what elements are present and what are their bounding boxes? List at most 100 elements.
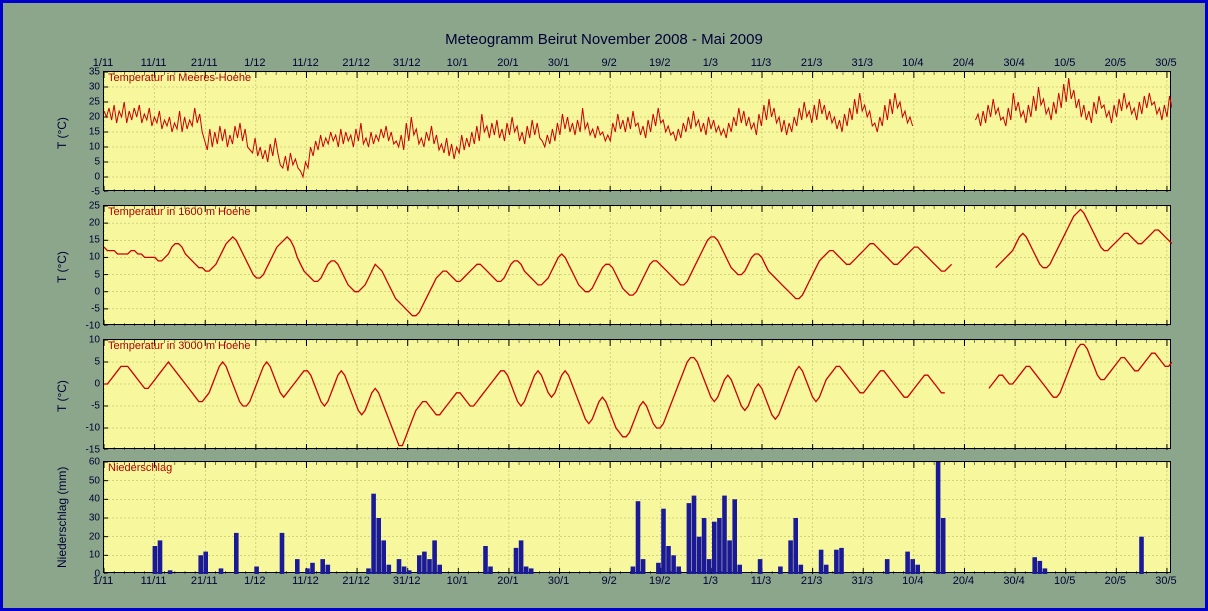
xaxis-tick-label: 21/11 <box>191 575 218 587</box>
xaxis-tick-label: 31/3 <box>852 57 873 69</box>
precip-bar <box>712 522 717 574</box>
xaxis-tick-label: 1/3 <box>703 575 718 587</box>
xaxis-tick-label: 10/4 <box>902 575 923 587</box>
precip-bar <box>758 559 763 574</box>
precip-bar <box>910 559 915 574</box>
precip-bar <box>656 563 661 574</box>
precip-bar <box>366 568 371 574</box>
xaxis-tick-label: 11/12 <box>292 575 319 587</box>
yaxis-tick-label: 5 <box>94 357 104 368</box>
xaxis-tick-label: 21/3 <box>801 57 822 69</box>
precip-bar <box>687 503 692 574</box>
yaxis-tick-label: 0 <box>94 172 104 183</box>
precip-bar <box>885 559 890 574</box>
precip-bar <box>402 567 407 575</box>
xaxis-tick-label: 11/11 <box>141 57 167 69</box>
panel-title: Temperatur in Meeres-Hoehe <box>108 72 251 84</box>
ylabel: Niederschlag (mm) <box>55 467 69 568</box>
precip-bar <box>437 565 442 574</box>
precip-bar <box>671 555 676 574</box>
xaxis-tick-label: 20/5 <box>1105 575 1126 587</box>
chart-panel: -15-10-50510Temperatur in 3000 m Hoehe <box>103 339 1171 449</box>
precip-bar <box>280 533 285 574</box>
xaxis-tick-label: 1/12 <box>244 57 265 69</box>
precip-bar <box>702 518 707 574</box>
xaxis-tick-label: 10/1 <box>447 57 468 69</box>
xaxis-tick-label: 31/3 <box>852 575 873 587</box>
precip-bar <box>722 496 727 574</box>
xaxis-tick-label: 30/1 <box>548 575 569 587</box>
ylabel: T (°C) <box>55 251 69 283</box>
yaxis-tick-label: -10 <box>86 423 104 434</box>
xaxis-tick-label: 30/1 <box>548 57 569 69</box>
yaxis-tick-label: 25 <box>89 201 104 212</box>
yaxis-tick-label: -10 <box>86 321 104 332</box>
precip-bar <box>697 537 702 574</box>
xaxis-tick-label: 21/12 <box>342 575 370 587</box>
xaxis-tick-label: 11/3 <box>751 575 772 587</box>
yaxis-tick-label: 10 <box>89 142 104 153</box>
precip-bar <box>417 555 422 574</box>
yaxis-tick-label: 30 <box>89 513 104 524</box>
precip-bar <box>254 567 259 575</box>
yaxis-tick-label: 50 <box>89 475 104 486</box>
precip-bar <box>661 509 666 574</box>
yaxis-tick-label: 0 <box>94 286 104 297</box>
precip-bar <box>320 559 325 574</box>
precip-bar <box>407 570 412 574</box>
precip-bar <box>310 563 315 574</box>
panel-title: Niederschlag <box>108 462 172 474</box>
xaxis-tick-label: 10/4 <box>902 57 923 69</box>
precip-bar <box>198 555 203 574</box>
chart-panel: -10-50510152025Temperatur in 1600 m Hoeh… <box>103 205 1171 325</box>
precip-bar <box>422 552 427 574</box>
precip-bar <box>824 565 829 574</box>
xaxis-tick-label: 10/5 <box>1054 57 1075 69</box>
precip-bar <box>676 567 681 575</box>
xaxis-tick-label: 11/11 <box>141 575 167 587</box>
yaxis-tick-label: 10 <box>89 335 104 346</box>
precip-bar <box>158 540 163 574</box>
precip-bar <box>381 540 386 574</box>
precip-bar <box>1032 557 1037 574</box>
xaxis-tick-label: 20/1 <box>497 57 518 69</box>
precip-bar <box>737 565 742 574</box>
yaxis-tick-label: -15 <box>86 445 104 456</box>
xaxis-tick-label: 21/12 <box>342 57 370 69</box>
xaxis-tick-label: 11/12 <box>292 57 319 69</box>
yaxis-tick-label: 5 <box>94 157 104 168</box>
panel-title: Temperatur in 1600 m Hoehe <box>108 206 250 218</box>
precip-bar <box>936 462 941 574</box>
panel-title: Temperatur in 3000 m Hoehe <box>108 340 250 352</box>
precip-bar <box>707 559 712 574</box>
yaxis-tick-label: 60 <box>89 457 104 468</box>
xaxis-tick-label: 10/1 <box>447 575 468 587</box>
precip-bar <box>941 518 946 574</box>
yaxis-tick-label: 20 <box>89 218 104 229</box>
xaxis-tick-label: 21/3 <box>801 575 822 587</box>
xaxis-tick-label: 31/12 <box>393 575 421 587</box>
precip-bar <box>819 550 824 574</box>
xaxis-tick-label: 21/11 <box>191 57 218 69</box>
xaxis-tick-label: 30/5 <box>1155 575 1176 587</box>
precip-bar <box>519 540 524 574</box>
precip-bar <box>1139 537 1144 574</box>
precip-bar <box>234 533 239 574</box>
yaxis-tick-label: 30 <box>89 82 104 93</box>
xaxis-tick-label: 11/3 <box>751 57 772 69</box>
precip-bar <box>488 567 493 575</box>
precip-bar <box>692 496 697 574</box>
precip-bar <box>326 565 331 574</box>
precip-bar <box>529 568 534 574</box>
yaxis-tick-label: -5 <box>91 187 104 198</box>
xaxis-tick-label: 20/4 <box>953 575 974 587</box>
precip-bar <box>483 546 488 574</box>
precip-bar <box>636 501 641 574</box>
precip-bar <box>305 568 310 574</box>
precip-bar <box>371 494 376 574</box>
xaxis-tick-label: 30/5 <box>1155 57 1176 69</box>
yaxis-tick-label: 25 <box>89 97 104 108</box>
precip-bar <box>203 552 208 574</box>
precip-bar <box>905 552 910 574</box>
precip-bar <box>168 570 173 574</box>
